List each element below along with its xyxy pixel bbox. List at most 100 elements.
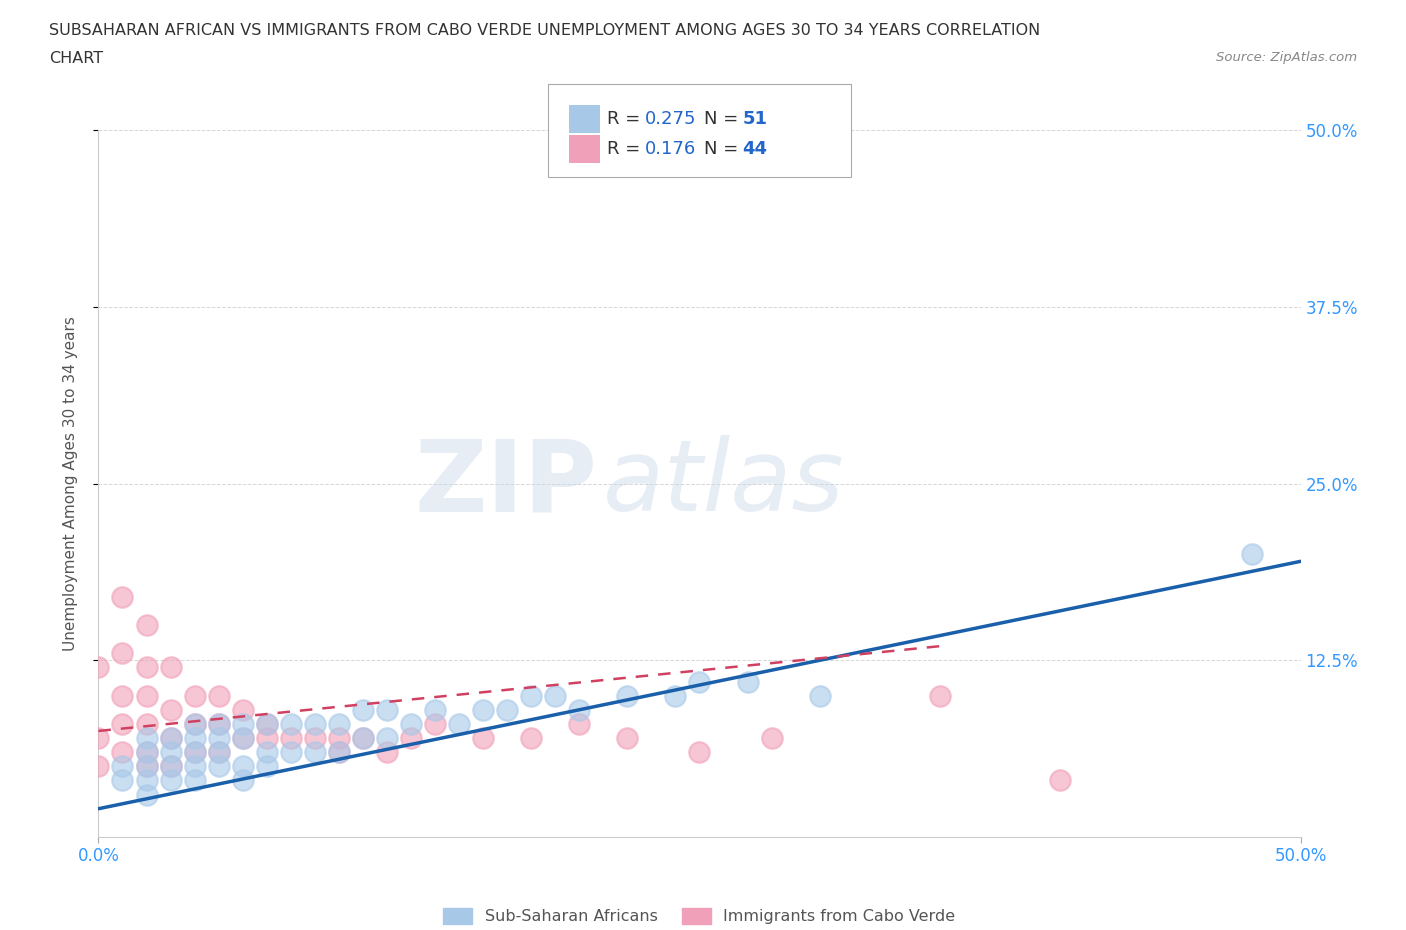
Point <box>304 745 326 760</box>
Point <box>280 716 302 731</box>
Point <box>280 745 302 760</box>
Point <box>664 688 686 703</box>
Point <box>159 759 181 774</box>
Point <box>689 745 711 760</box>
Point <box>111 759 134 774</box>
Text: Source: ZipAtlas.com: Source: ZipAtlas.com <box>1216 51 1357 64</box>
Point <box>1049 773 1071 788</box>
Point <box>183 745 205 760</box>
Text: N =: N = <box>704 140 744 158</box>
Point <box>568 716 591 731</box>
Point <box>399 731 422 746</box>
Point <box>496 702 519 717</box>
Text: R =: R = <box>607 110 647 128</box>
Point <box>135 660 157 675</box>
Point <box>208 759 231 774</box>
Point <box>352 702 374 717</box>
Point <box>232 702 254 717</box>
Point <box>135 759 157 774</box>
Point <box>304 731 326 746</box>
Point <box>159 731 181 746</box>
Point <box>328 745 350 760</box>
Point <box>256 716 278 731</box>
Text: R =: R = <box>607 140 647 158</box>
Point <box>183 773 205 788</box>
Point <box>111 688 134 703</box>
Point <box>375 702 398 717</box>
Point <box>232 731 254 746</box>
Point <box>616 731 638 746</box>
Point <box>183 688 205 703</box>
Point <box>689 674 711 689</box>
Point <box>304 716 326 731</box>
Point <box>423 716 446 731</box>
Point <box>423 702 446 717</box>
Point <box>87 759 110 774</box>
Point <box>159 731 181 746</box>
Point <box>328 745 350 760</box>
Point <box>328 716 350 731</box>
Text: SUBSAHARAN AFRICAN VS IMMIGRANTS FROM CABO VERDE UNEMPLOYMENT AMONG AGES 30 TO 3: SUBSAHARAN AFRICAN VS IMMIGRANTS FROM CA… <box>49 23 1040 38</box>
Point <box>135 745 157 760</box>
Point <box>183 716 205 731</box>
Point <box>232 716 254 731</box>
Point <box>737 674 759 689</box>
Text: atlas: atlas <box>603 435 845 532</box>
Point <box>159 759 181 774</box>
Point <box>135 618 157 632</box>
Point <box>135 731 157 746</box>
Point <box>256 745 278 760</box>
Point <box>256 731 278 746</box>
Y-axis label: Unemployment Among Ages 30 to 34 years: Unemployment Among Ages 30 to 34 years <box>63 316 77 651</box>
Point <box>352 731 374 746</box>
Point <box>616 688 638 703</box>
Point <box>208 716 231 731</box>
Point <box>111 716 134 731</box>
Point <box>208 731 231 746</box>
Point <box>183 759 205 774</box>
Point <box>183 745 205 760</box>
Point <box>447 716 470 731</box>
Point <box>472 702 495 717</box>
Point <box>761 731 783 746</box>
Text: 44: 44 <box>742 140 768 158</box>
Point <box>568 702 591 717</box>
Point <box>232 731 254 746</box>
Point <box>183 731 205 746</box>
Text: ZIP: ZIP <box>415 435 598 532</box>
Point <box>256 759 278 774</box>
Point <box>135 773 157 788</box>
Text: CHART: CHART <box>49 51 103 66</box>
Point <box>111 745 134 760</box>
Point <box>87 731 110 746</box>
Point <box>135 716 157 731</box>
Text: N =: N = <box>704 110 744 128</box>
Point <box>183 716 205 731</box>
Point <box>280 731 302 746</box>
Point <box>544 688 567 703</box>
Point <box>1241 547 1264 562</box>
Point <box>87 660 110 675</box>
Point <box>375 745 398 760</box>
Point <box>111 645 134 660</box>
Point <box>159 660 181 675</box>
Point <box>520 731 543 746</box>
Point <box>375 731 398 746</box>
Point <box>135 787 157 802</box>
Point <box>928 688 950 703</box>
Point <box>159 773 181 788</box>
Point <box>520 688 543 703</box>
Point <box>328 731 350 746</box>
Point <box>208 688 231 703</box>
Point <box>208 745 231 760</box>
Point <box>808 688 831 703</box>
Point <box>135 688 157 703</box>
Point <box>159 702 181 717</box>
Point <box>399 716 422 731</box>
Point <box>135 759 157 774</box>
Text: 0.275: 0.275 <box>645 110 697 128</box>
Point <box>208 745 231 760</box>
Point <box>352 731 374 746</box>
Point <box>256 716 278 731</box>
Text: 0.176: 0.176 <box>645 140 696 158</box>
